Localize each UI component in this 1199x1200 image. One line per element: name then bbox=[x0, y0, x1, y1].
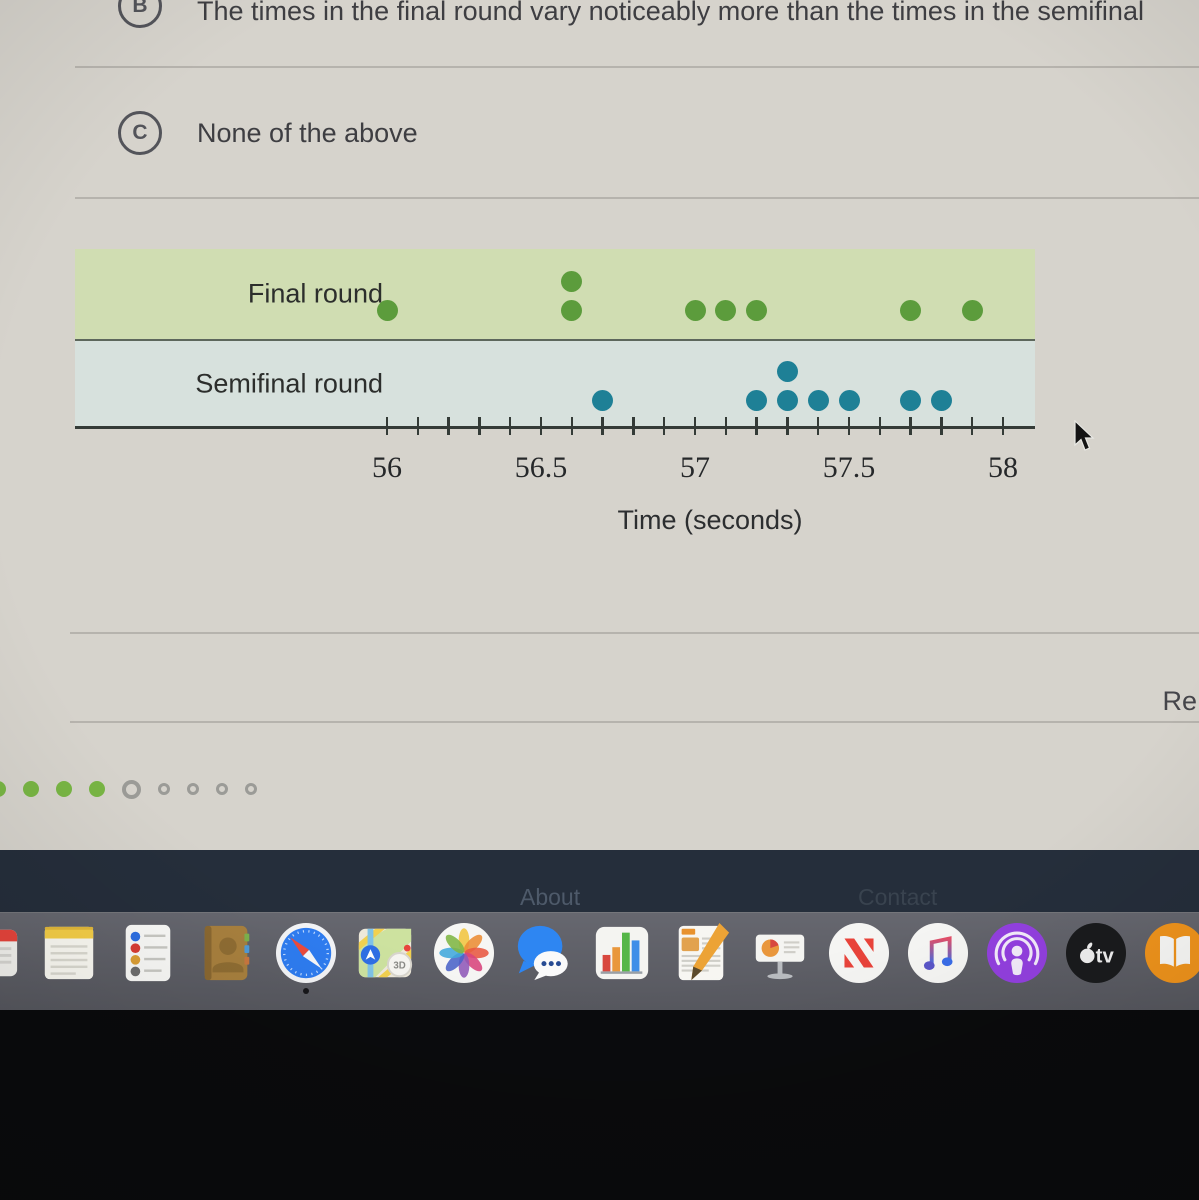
option-c-text[interactable]: None of the above bbox=[197, 118, 418, 148]
progress-dot-upcoming[interactable] bbox=[245, 783, 257, 795]
axis-tick-label: 58 bbox=[988, 451, 1018, 484]
data-dot-final-round bbox=[376, 299, 398, 321]
dock-icon-news[interactable] bbox=[828, 919, 890, 997]
data-dot-final-round bbox=[561, 270, 583, 292]
screen-bezel: MacBook Pro bbox=[0, 1010, 1199, 1200]
dock-icon-podcasts[interactable] bbox=[986, 919, 1048, 997]
dock-icon-keynote[interactable] bbox=[749, 919, 811, 997]
axis-tick bbox=[570, 417, 574, 435]
axis-tick bbox=[601, 417, 604, 435]
dock-icon-music[interactable] bbox=[907, 919, 969, 997]
dock-icon-notes[interactable] bbox=[38, 919, 100, 997]
semifinal-round-band: Semifinal round bbox=[75, 341, 1035, 427]
axis-tick bbox=[447, 417, 450, 435]
axis-tick-label: 56.5 bbox=[514, 451, 568, 484]
final-round-band: Final round bbox=[75, 249, 1035, 341]
progress-dot-complete[interactable] bbox=[23, 781, 39, 797]
option-c-letter: C bbox=[132, 121, 148, 144]
progress-dot-current[interactable] bbox=[122, 779, 141, 799]
axis-tick bbox=[632, 417, 635, 435]
dock: 3D tv bbox=[0, 912, 1199, 1010]
dock-icon-apple-tv[interactable]: tv bbox=[1065, 919, 1127, 997]
axis-tick bbox=[693, 417, 697, 435]
mouse-cursor-icon bbox=[1072, 419, 1098, 457]
progress-dot-complete[interactable] bbox=[0, 781, 6, 797]
axis-tick bbox=[724, 417, 728, 435]
dock-icon-books[interactable] bbox=[1144, 919, 1199, 997]
data-dot-semifinal-round bbox=[776, 360, 798, 382]
axis-tick bbox=[662, 417, 666, 435]
axis-tick bbox=[847, 417, 851, 435]
footer-link-about[interactable]: About bbox=[520, 884, 581, 910]
semifinal-round-label: Semifinal round bbox=[195, 368, 383, 399]
data-dot-final-round bbox=[746, 299, 768, 321]
footer-link-contact[interactable]: Contact bbox=[858, 884, 938, 910]
axis-tick bbox=[755, 417, 758, 435]
axis-tick-label: 57.5 bbox=[822, 451, 876, 484]
axis-tick bbox=[816, 417, 820, 435]
option-c-radio[interactable]: C bbox=[118, 111, 162, 155]
running-app-indicator bbox=[303, 988, 309, 994]
divider bbox=[75, 66, 1199, 68]
data-dot-final-round bbox=[715, 299, 737, 321]
axis-tick bbox=[970, 417, 974, 435]
final-round-label: Final round bbox=[247, 278, 383, 309]
divider bbox=[75, 197, 1199, 199]
axis-tick bbox=[478, 417, 481, 435]
dock-icon-numbers[interactable] bbox=[591, 919, 653, 997]
progress-dot-complete[interactable] bbox=[89, 781, 105, 797]
dock-icon-messages[interactable] bbox=[512, 919, 574, 997]
dock-icon-maps[interactable]: 3D bbox=[354, 919, 416, 997]
data-dot-final-round bbox=[961, 299, 983, 321]
axis-tick bbox=[786, 417, 789, 435]
axis-tick bbox=[385, 417, 389, 435]
progress-dot-complete[interactable] bbox=[56, 781, 72, 797]
data-dot-semifinal-round bbox=[930, 389, 952, 411]
dock-icon-safari[interactable] bbox=[275, 919, 337, 997]
data-dot-final-round bbox=[900, 299, 922, 321]
data-dot-final-round bbox=[561, 299, 583, 321]
dock-icon-contacts[interactable] bbox=[196, 919, 258, 997]
site-footer: About Contact bbox=[0, 850, 1199, 912]
data-dot-semifinal-round bbox=[807, 389, 829, 411]
progress-dot-upcoming[interactable] bbox=[216, 783, 228, 795]
axis-tick bbox=[539, 417, 543, 435]
dock-icon-calendar[interactable] bbox=[0, 919, 21, 997]
data-dot-semifinal-round bbox=[900, 389, 922, 411]
x-axis-line bbox=[75, 426, 1035, 429]
svg-text:3D: 3D bbox=[393, 961, 405, 972]
divider bbox=[70, 721, 1199, 723]
option-b-text[interactable]: The times in the final round vary notice… bbox=[197, 0, 1144, 26]
data-dot-final-round bbox=[684, 299, 706, 321]
axis-tick bbox=[909, 417, 912, 435]
axis-tick bbox=[508, 417, 512, 435]
data-dot-semifinal-round bbox=[592, 389, 614, 411]
progress-dot-upcoming[interactable] bbox=[187, 783, 199, 795]
dock-icon-reminders[interactable] bbox=[117, 919, 179, 997]
dock-icon-pages[interactable] bbox=[670, 919, 732, 997]
axis-tick bbox=[416, 417, 420, 435]
axis-tick-label: 56 bbox=[372, 451, 402, 484]
dot-plot: Final round Semifinal round Time (second… bbox=[75, 249, 1035, 549]
axis-tick bbox=[878, 417, 882, 435]
data-dot-semifinal-round bbox=[746, 389, 768, 411]
axis-tick-label: 57 bbox=[680, 451, 710, 484]
data-dot-semifinal-round bbox=[776, 389, 798, 411]
dock-icon-photos[interactable] bbox=[433, 919, 495, 997]
option-b-radio[interactable]: B bbox=[118, 0, 162, 28]
data-dot-semifinal-round bbox=[838, 389, 860, 411]
progress-dot-upcoming[interactable] bbox=[158, 783, 170, 795]
x-axis-title: Time (seconds) bbox=[617, 505, 803, 535]
axis-tick bbox=[940, 417, 943, 435]
report-link[interactable]: Re bbox=[1162, 686, 1197, 716]
progress-indicator bbox=[0, 779, 257, 799]
axis-tick bbox=[1001, 417, 1005, 435]
option-b-letter: B bbox=[132, 0, 148, 17]
svg-text:tv: tv bbox=[1096, 946, 1115, 968]
divider bbox=[70, 632, 1199, 634]
